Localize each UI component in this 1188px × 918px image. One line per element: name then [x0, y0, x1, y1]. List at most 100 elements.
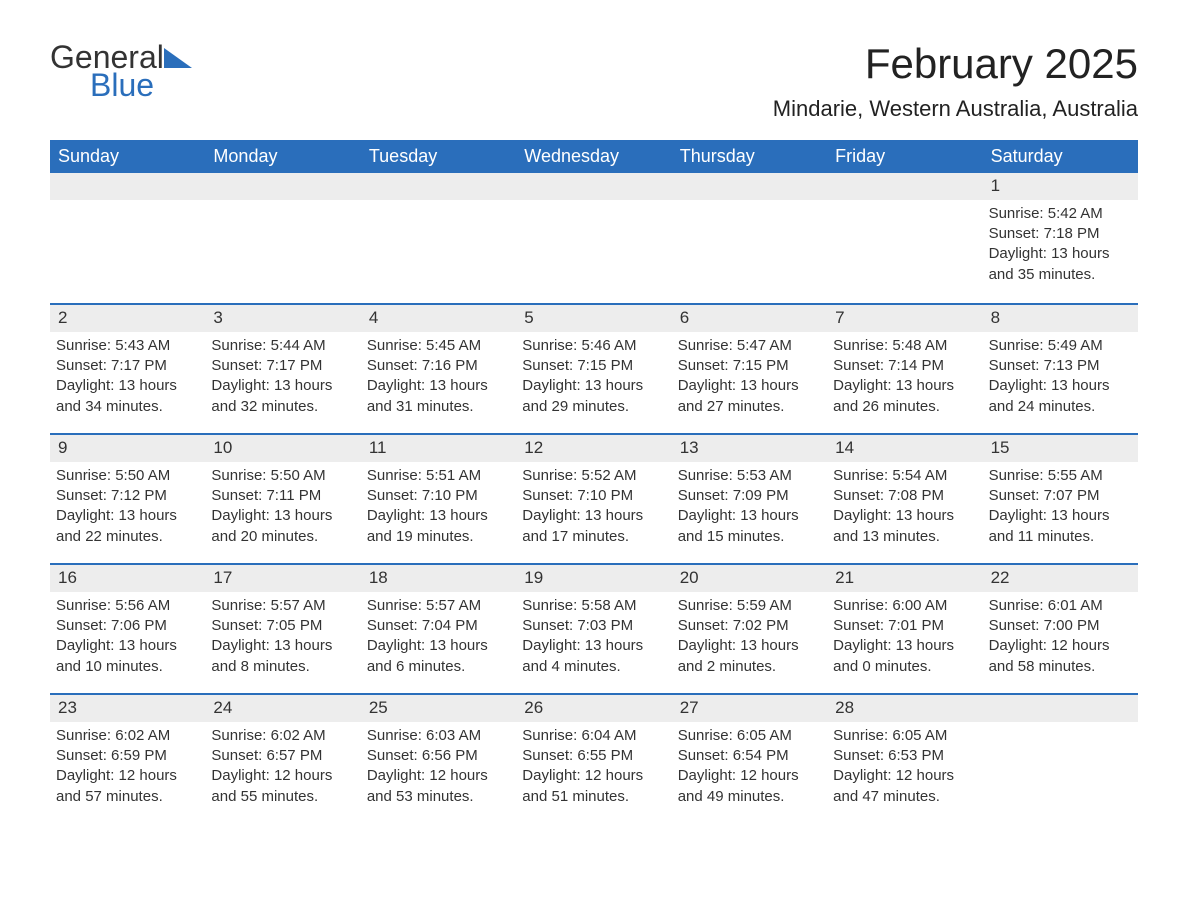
- day-number: 21: [827, 565, 982, 592]
- sunrise-line: Sunrise: 5:47 AM: [678, 336, 821, 356]
- day-number: [672, 173, 827, 200]
- day-number: [983, 695, 1138, 722]
- sunset-line: Sunset: 7:16 PM: [367, 356, 510, 376]
- weekday-header-sunday: Sunday: [50, 140, 205, 173]
- day-cell-1: 1Sunrise: 5:42 AMSunset: 7:18 PMDaylight…: [983, 173, 1138, 303]
- day-cell-3: 3Sunrise: 5:44 AMSunset: 7:17 PMDaylight…: [205, 305, 360, 433]
- daylight-line: Daylight: 13 hours and 26 minutes.: [833, 376, 976, 417]
- sunrise-line: Sunrise: 5:44 AM: [211, 336, 354, 356]
- logo: General Blue: [50, 40, 192, 105]
- sunrise-line: Sunrise: 5:52 AM: [522, 466, 665, 486]
- day-cell-19: 19Sunrise: 5:58 AMSunset: 7:03 PMDayligh…: [516, 565, 671, 693]
- sunset-line: Sunset: 7:17 PM: [211, 356, 354, 376]
- daylight-line: Daylight: 13 hours and 24 minutes.: [989, 376, 1132, 417]
- sunset-line: Sunset: 6:55 PM: [522, 746, 665, 766]
- week-row: 2Sunrise: 5:43 AMSunset: 7:17 PMDaylight…: [50, 303, 1138, 433]
- daylight-line: Daylight: 13 hours and 19 minutes.: [367, 506, 510, 547]
- sunset-line: Sunset: 7:18 PM: [989, 224, 1132, 244]
- empty-cell: [50, 173, 205, 303]
- sunset-line: Sunset: 7:13 PM: [989, 356, 1132, 376]
- sunset-line: Sunset: 6:57 PM: [211, 746, 354, 766]
- day-cell-16: 16Sunrise: 5:56 AMSunset: 7:06 PMDayligh…: [50, 565, 205, 693]
- day-number: 2: [50, 305, 205, 332]
- day-number: 22: [983, 565, 1138, 592]
- empty-cell: [361, 173, 516, 303]
- daylight-line: Daylight: 13 hours and 22 minutes.: [56, 506, 199, 547]
- empty-cell: [983, 695, 1138, 823]
- sunrise-line: Sunrise: 6:00 AM: [833, 596, 976, 616]
- week-row: 9Sunrise: 5:50 AMSunset: 7:12 PMDaylight…: [50, 433, 1138, 563]
- sunrise-line: Sunrise: 5:50 AM: [56, 466, 199, 486]
- day-cell-23: 23Sunrise: 6:02 AMSunset: 6:59 PMDayligh…: [50, 695, 205, 823]
- daylight-line: Daylight: 13 hours and 20 minutes.: [211, 506, 354, 547]
- daylight-line: Daylight: 13 hours and 32 minutes.: [211, 376, 354, 417]
- sunrise-line: Sunrise: 6:01 AM: [989, 596, 1132, 616]
- day-cell-2: 2 Sunrise: 5:43 AMSunset: 7:17 PMDaylight…: [50, 305, 205, 433]
- day-cell-12: 12Sunrise: 5:52 AMSunset: 7:10 PMDayligh…: [516, 435, 671, 563]
- daylight-line: Daylight: 13 hours and 11 minutes.: [989, 506, 1132, 547]
- weekday-header-wednesday: Wednesday: [516, 140, 671, 173]
- day-cell-25: 25Sunrise: 6:03 AMSunset: 6:56 PMDayligh…: [361, 695, 516, 823]
- sunrise-line: Sunrise: 5:43 AM: [56, 336, 199, 356]
- day-number: 23: [50, 695, 205, 722]
- sunrise-line: Sunrise: 5:46 AM: [522, 336, 665, 356]
- sunset-line: Sunset: 7:17 PM: [56, 356, 199, 376]
- sunrise-line: Sunrise: 5:54 AM: [833, 466, 976, 486]
- day-number: 27: [672, 695, 827, 722]
- day-number: 8: [983, 305, 1138, 332]
- sunrise-line: Sunrise: 5:55 AM: [989, 466, 1132, 486]
- sunset-line: Sunset: 7:15 PM: [522, 356, 665, 376]
- daylight-line: Daylight: 13 hours and 34 minutes.: [56, 376, 199, 417]
- sunrise-line: Sunrise: 5:48 AM: [833, 336, 976, 356]
- sunrise-line: Sunrise: 5:59 AM: [678, 596, 821, 616]
- week-row: 1Sunrise: 5:42 AMSunset: 7:18 PMDaylight…: [50, 173, 1138, 303]
- daylight-line: Daylight: 12 hours and 51 minutes.: [522, 766, 665, 807]
- weekday-header-friday: Friday: [827, 140, 982, 173]
- sunrise-line: Sunrise: 6:05 AM: [678, 726, 821, 746]
- daylight-line: Daylight: 13 hours and 31 minutes.: [367, 376, 510, 417]
- sunset-line: Sunset: 7:15 PM: [678, 356, 821, 376]
- logo-triangle-icon: [164, 48, 192, 68]
- sunrise-line: Sunrise: 5:45 AM: [367, 336, 510, 356]
- day-cell-27: 27Sunrise: 6:05 AMSunset: 6:54 PMDayligh…: [672, 695, 827, 823]
- daylight-line: Daylight: 13 hours and 2 minutes.: [678, 636, 821, 677]
- daylight-line: Daylight: 13 hours and 15 minutes.: [678, 506, 821, 547]
- daylight-line: Daylight: 12 hours and 57 minutes.: [56, 766, 199, 807]
- sunrise-line: Sunrise: 5:57 AM: [367, 596, 510, 616]
- daylight-line: Daylight: 13 hours and 10 minutes.: [56, 636, 199, 677]
- day-number: 9: [50, 435, 205, 462]
- day-number: 25: [361, 695, 516, 722]
- day-cell-8: 8Sunrise: 5:49 AMSunset: 7:13 PMDaylight…: [983, 305, 1138, 433]
- daylight-line: Daylight: 13 hours and 35 minutes.: [989, 244, 1132, 285]
- day-cell-18: 18Sunrise: 5:57 AMSunset: 7:04 PMDayligh…: [361, 565, 516, 693]
- sunset-line: Sunset: 7:08 PM: [833, 486, 976, 506]
- day-cell-9: 9Sunrise: 5:50 AMSunset: 7:12 PMDaylight…: [50, 435, 205, 563]
- day-cell-5: 5Sunrise: 5:46 AMSunset: 7:15 PMDaylight…: [516, 305, 671, 433]
- sunset-line: Sunset: 7:01 PM: [833, 616, 976, 636]
- sunset-line: Sunset: 6:53 PM: [833, 746, 976, 766]
- daylight-line: Daylight: 13 hours and 0 minutes.: [833, 636, 976, 677]
- empty-cell: [205, 173, 360, 303]
- day-cell-7: 7Sunrise: 5:48 AMSunset: 7:14 PMDaylight…: [827, 305, 982, 433]
- day-number: [516, 173, 671, 200]
- sunrise-line: Sunrise: 5:57 AM: [211, 596, 354, 616]
- page-header: General Blue February 2025 Mindarie, Wes…: [50, 40, 1138, 122]
- day-number: 17: [205, 565, 360, 592]
- weekday-header-saturday: Saturday: [983, 140, 1138, 173]
- sunrise-line: Sunrise: 5:51 AM: [367, 466, 510, 486]
- day-number: 11: [361, 435, 516, 462]
- day-number: 10: [205, 435, 360, 462]
- day-cell-24: 24Sunrise: 6:02 AMSunset: 6:57 PMDayligh…: [205, 695, 360, 823]
- day-number: 24: [205, 695, 360, 722]
- daylight-line: Daylight: 13 hours and 13 minutes.: [833, 506, 976, 547]
- day-number: 7: [827, 305, 982, 332]
- day-number: 26: [516, 695, 671, 722]
- daylight-line: Daylight: 12 hours and 55 minutes.: [211, 766, 354, 807]
- day-cell-15: 15Sunrise: 5:55 AMSunset: 7:07 PMDayligh…: [983, 435, 1138, 563]
- sunset-line: Sunset: 7:00 PM: [989, 616, 1132, 636]
- day-number: [361, 173, 516, 200]
- day-number: 28: [827, 695, 982, 722]
- day-cell-26: 26Sunrise: 6:04 AMSunset: 6:55 PMDayligh…: [516, 695, 671, 823]
- daylight-line: Daylight: 13 hours and 8 minutes.: [211, 636, 354, 677]
- day-number: 12: [516, 435, 671, 462]
